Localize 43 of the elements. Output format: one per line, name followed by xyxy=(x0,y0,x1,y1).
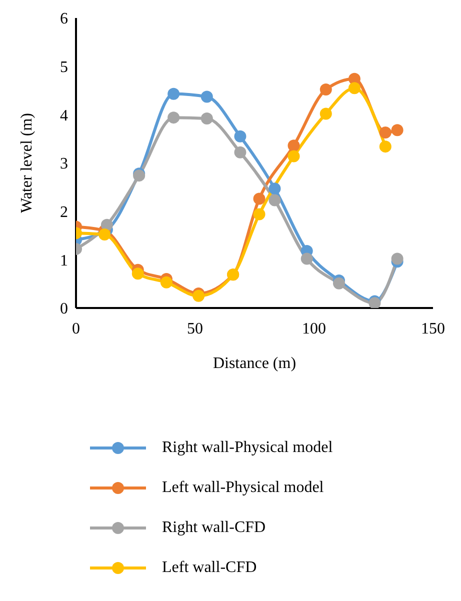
point xyxy=(168,112,180,124)
y-tick-label: 2 xyxy=(60,204,68,222)
point xyxy=(132,268,144,280)
point xyxy=(200,112,213,125)
legend-label: Left wall-CFD xyxy=(162,559,257,577)
point xyxy=(300,252,313,265)
point xyxy=(379,140,392,153)
y-tick-label: 1 xyxy=(60,252,68,270)
x-axis-title: Distance (m) xyxy=(212,355,296,372)
point xyxy=(268,182,281,195)
point xyxy=(288,150,300,162)
x-tick-label: 150 xyxy=(421,320,445,338)
point xyxy=(234,146,246,158)
point xyxy=(253,192,266,205)
y-tick-label: 3 xyxy=(60,156,68,173)
point xyxy=(98,228,111,241)
x-tick-label: 100 xyxy=(302,320,326,338)
point xyxy=(253,208,266,220)
point xyxy=(100,218,113,231)
point xyxy=(234,130,246,142)
point xyxy=(192,290,205,302)
point xyxy=(320,108,332,120)
point xyxy=(332,277,345,290)
point xyxy=(268,194,281,206)
point xyxy=(391,124,404,136)
legend-label: Right wall-Physical model xyxy=(162,439,333,457)
y-tick-label: 6 xyxy=(60,10,68,28)
point xyxy=(391,252,404,265)
y-tick-label: 4 xyxy=(60,107,68,124)
point xyxy=(288,140,300,152)
y-axis-title: Water level (m) xyxy=(18,113,36,213)
x-tick-label: 50 xyxy=(187,320,203,338)
y-tick-label: 0 xyxy=(60,300,68,318)
legend-label: Left wall-Physical model xyxy=(162,479,324,497)
point xyxy=(348,82,360,94)
point xyxy=(168,88,180,100)
y-tick-label: 5 xyxy=(60,59,68,76)
point xyxy=(160,276,172,288)
point xyxy=(379,126,392,139)
x-tick-label: 0 xyxy=(72,320,80,338)
point xyxy=(200,90,213,103)
point xyxy=(320,84,332,96)
legend-label: Right wall-CFD xyxy=(162,519,266,537)
